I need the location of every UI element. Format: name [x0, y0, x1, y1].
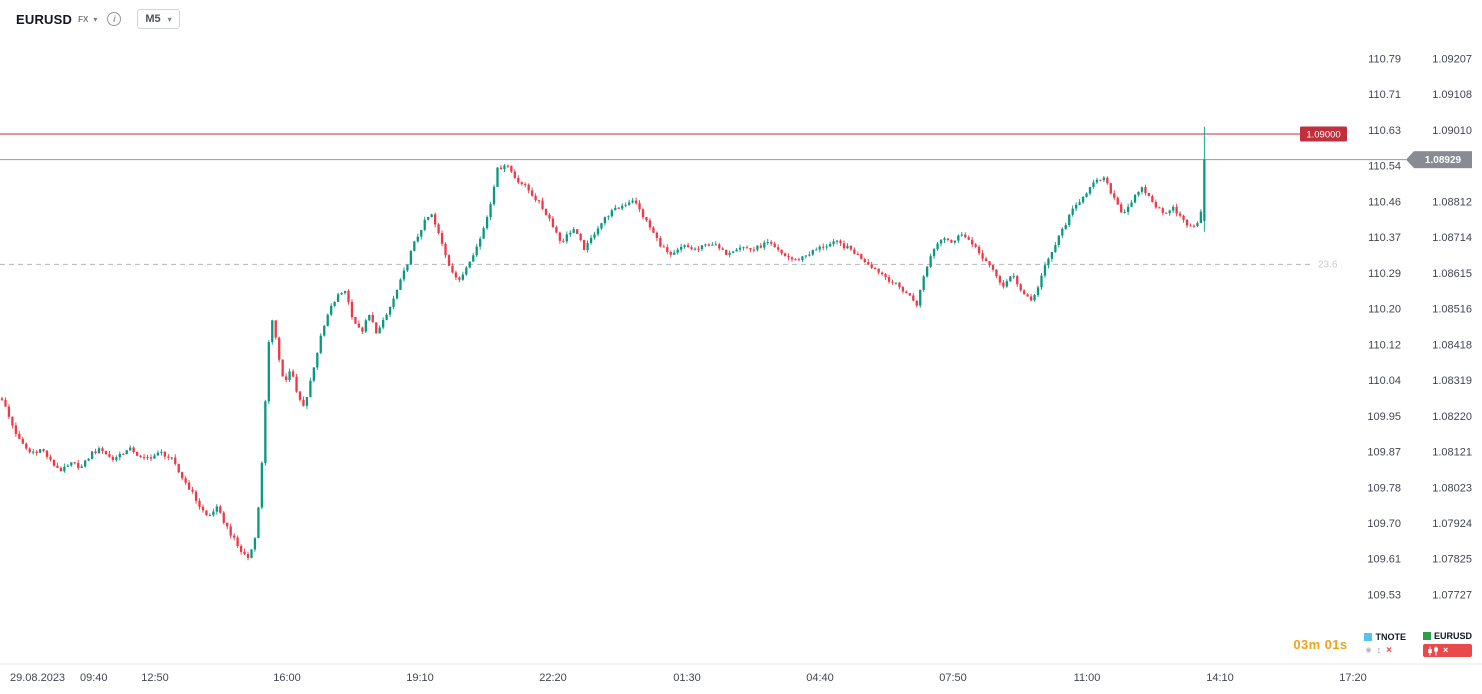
left-scale-tick: 110.63 — [1368, 125, 1401, 137]
eurusd-square — [1422, 632, 1431, 640]
left-scale-tick: 110.54 — [1368, 161, 1401, 173]
visibility-icon[interactable]: ◉ — [1365, 647, 1372, 654]
eurusd-label[interactable]: EURUSD — [1433, 631, 1472, 641]
left-scale-tick: 109.95 — [1367, 411, 1401, 423]
scale-arrows-icon[interactable]: ↕ — [1376, 645, 1382, 655]
right-scale-tick: 1.07924 — [1432, 518, 1472, 530]
symbol-header: EURUSD FX ▾ i M5 ▾ — [16, 9, 180, 29]
time-axis-label: 29.08.2023 — [10, 672, 65, 684]
eurusd-remove-badge[interactable]: × — [1422, 644, 1472, 657]
tnote-remove-icon[interactable]: × — [1386, 644, 1392, 656]
time-axis-label: 01:30 — [673, 672, 701, 684]
legend-tnote: TNOTE ◉ ↕ × — [1364, 632, 1406, 657]
legend-tnote-controls: ◉ ↕ × — [1364, 645, 1406, 657]
alert-price-label-text: 1.09000 — [1306, 129, 1340, 140]
time-axis-label: 11:00 — [1074, 672, 1101, 684]
right-scale-tick: 1.09010 — [1432, 125, 1472, 137]
left-scale-tick: 110.20 — [1368, 304, 1401, 316]
left-scale-tick: 110.71 — [1368, 89, 1401, 101]
left-scale-tick: 109.78 — [1367, 482, 1401, 494]
right-scale-tick: 1.08418 — [1432, 339, 1472, 351]
last-price-badge — [1414, 151, 1472, 169]
fib-236-label: 23.6 — [1318, 259, 1338, 270]
candles-icon — [1428, 646, 1438, 655]
left-scale-tick: 110.12 — [1368, 339, 1401, 351]
right-scale-tick: 1.08121 — [1432, 447, 1472, 459]
right-scale-tick: 1.08220 — [1432, 411, 1472, 423]
timeframe-value: M5 — [145, 13, 161, 25]
symbol-dropdown-caret-icon[interactable]: ▾ — [93, 14, 98, 24]
last-price-badge-arrow — [1406, 151, 1414, 169]
right-scale-tick: 1.08319 — [1432, 375, 1472, 387]
left-scale-tick: 110.46 — [1368, 196, 1401, 208]
alert-price-label[interactable] — [1300, 126, 1347, 142]
left-scale-tick: 110.29 — [1368, 268, 1401, 280]
left-scale-tick: 110.04 — [1368, 375, 1401, 387]
countdown: 03m 01s — [1293, 636, 1348, 652]
time-axis-label: 16:00 — [273, 672, 301, 684]
time-axis-label: 07:50 — [939, 672, 967, 684]
legend-eurusd-row: EURUSD — [1422, 631, 1472, 641]
time-axis-label: 09:40 — [80, 672, 108, 684]
symbol-market-label: FX — [78, 14, 89, 24]
time-axis-label: 12:50 — [141, 672, 169, 684]
candles[interactable] — [0, 126, 1206, 561]
info-icon[interactable]: i — [107, 12, 122, 26]
timeframe-caret-icon: ▾ — [167, 14, 172, 24]
right-scale-tick: 1.08516 — [1432, 304, 1472, 316]
left-scale-tick: 110.37 — [1368, 232, 1401, 244]
right-scale-tick: 1.07825 — [1432, 554, 1472, 566]
left-scale-tick: 109.70 — [1367, 518, 1401, 530]
legend-tnote-row: TNOTE — [1364, 632, 1406, 642]
time-axis-label: 04:40 — [806, 672, 834, 684]
right-scale-tick: 1.07727 — [1432, 589, 1472, 601]
legend-eurusd: EURUSD × — [1422, 631, 1472, 657]
right-scale-tick: 1.09207 — [1432, 54, 1472, 66]
right-scale-tick: 1.08023 — [1432, 482, 1472, 494]
eurusd-remove-icon[interactable]: × — [1442, 645, 1449, 655]
symbol-name[interactable]: EURUSD — [16, 11, 73, 27]
tnote-square — [1364, 632, 1373, 641]
right-scale-tick: 1.08812 — [1432, 196, 1472, 208]
last-price-badge-text: 1.08929 — [1425, 155, 1462, 166]
time-axis-label: 14:10 — [1206, 672, 1234, 684]
time-axis-label: 19:10 — [406, 672, 434, 684]
left-scale-tick: 109.61 — [1367, 554, 1401, 566]
left-scale-tick: 110.79 — [1368, 54, 1401, 66]
left-scale-tick: 109.53 — [1367, 589, 1401, 601]
bottom-right-cluster: 03m 01s TNOTE ◉ ↕ × EURUSD — [1293, 631, 1472, 657]
right-scale-tick: 1.09108 — [1432, 89, 1472, 101]
left-scale-tick: 109.87 — [1367, 447, 1401, 459]
time-axis-label: 17:20 — [1339, 672, 1367, 684]
time-axis-label: 22:20 — [539, 672, 567, 684]
tnote-label[interactable]: TNOTE — [1375, 631, 1406, 642]
right-scale-tick: 1.08714 — [1432, 232, 1472, 244]
timeframe-select[interactable]: M5 ▾ — [137, 9, 180, 29]
right-scale-tick: 1.08615 — [1432, 268, 1472, 280]
